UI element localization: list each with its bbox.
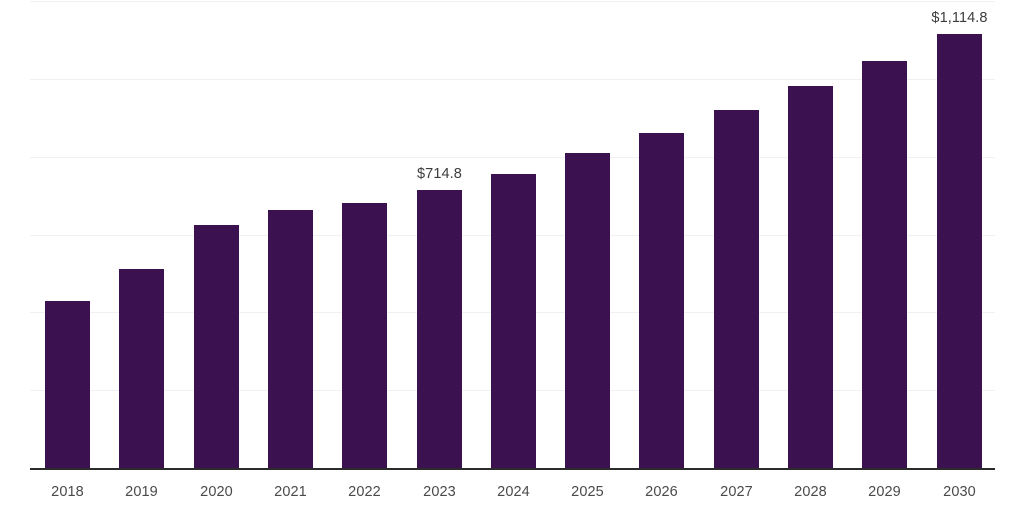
x-tick-label-2018: 2018 — [51, 484, 84, 500]
x-tick-label-2019: 2019 — [125, 484, 158, 500]
x-tick-label-2025: 2025 — [571, 484, 604, 500]
bar-2023[interactable] — [417, 189, 462, 468]
x-tick-label-2029: 2029 — [868, 484, 901, 500]
bar-2019[interactable] — [119, 269, 164, 468]
x-tick-label-2024: 2024 — [497, 484, 530, 500]
bar-2030[interactable] — [937, 34, 982, 468]
bar-2028[interactable] — [788, 86, 833, 468]
bar-value-label-2030: $1,114.8 — [931, 10, 988, 27]
x-tick-label-2022: 2022 — [348, 484, 381, 500]
bar-2020[interactable] — [194, 225, 239, 468]
x-tick-label-2028: 2028 — [794, 484, 827, 500]
x-tick-label-2026: 2026 — [645, 484, 678, 500]
bar-2029[interactable] — [862, 61, 907, 468]
bar-2024[interactable] — [491, 173, 536, 468]
gridline — [30, 156, 995, 158]
bar-2027[interactable] — [714, 110, 759, 468]
bar-2021[interactable] — [268, 209, 313, 468]
x-tick-label-2021: 2021 — [274, 484, 307, 500]
x-tick-label-2027: 2027 — [720, 484, 753, 500]
gridline — [30, 78, 995, 80]
x-tick-label-2020: 2020 — [200, 484, 233, 500]
bar-2025[interactable] — [565, 152, 610, 468]
x-tick-label-2030: 2030 — [943, 484, 976, 500]
x-tick-label-2023: 2023 — [423, 484, 456, 500]
x-axis-line — [30, 468, 995, 470]
bar-value-label-2023: $714.8 — [417, 165, 462, 182]
bar-2022[interactable] — [342, 202, 387, 468]
bar-2018[interactable] — [45, 300, 90, 468]
gridline — [30, 1, 995, 2]
bar-2026[interactable] — [639, 132, 684, 468]
